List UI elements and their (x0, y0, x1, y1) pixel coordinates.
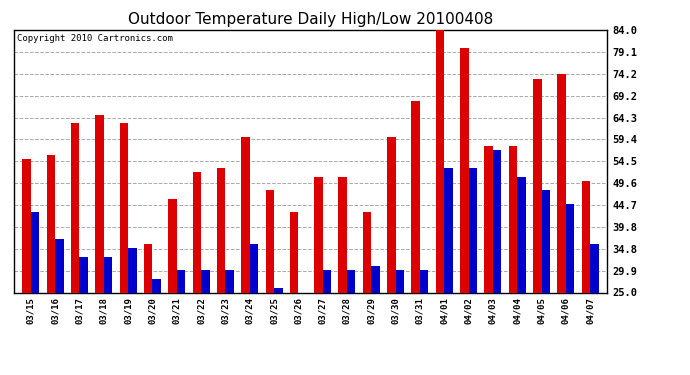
Bar (542, 190, 550, 292)
Bar (47, 154, 55, 292)
Bar (509, 146, 518, 292)
Bar (226, 270, 234, 292)
Bar (566, 204, 574, 292)
Bar (558, 75, 566, 292)
Text: Copyright 2010 Cartronics.com: Copyright 2010 Cartronics.com (17, 34, 172, 43)
Bar (31, 212, 39, 292)
Bar (241, 137, 250, 292)
Bar (119, 123, 128, 292)
Bar (152, 279, 161, 292)
Bar (371, 266, 380, 292)
Bar (484, 146, 493, 292)
Bar (493, 150, 502, 292)
Bar (436, 30, 444, 292)
Bar (274, 288, 282, 292)
Bar (387, 137, 395, 292)
Bar (518, 177, 526, 292)
Bar (79, 257, 88, 292)
Bar (347, 270, 355, 292)
Bar (250, 243, 258, 292)
Bar (128, 248, 137, 292)
Bar (290, 212, 298, 292)
Bar (193, 172, 201, 292)
Bar (266, 190, 274, 292)
Bar (168, 199, 177, 292)
Bar (395, 270, 404, 292)
Bar (22, 159, 31, 292)
Bar (314, 177, 323, 292)
Bar (144, 243, 152, 292)
Bar (71, 123, 79, 292)
Bar (363, 212, 371, 292)
Bar (217, 168, 226, 292)
Bar (201, 270, 210, 292)
Bar (460, 48, 469, 292)
Bar (420, 270, 428, 292)
Bar (323, 270, 331, 292)
Bar (104, 257, 112, 292)
Bar (444, 168, 453, 292)
Bar (55, 239, 63, 292)
Bar (590, 243, 599, 292)
Bar (411, 101, 420, 292)
Title: Outdoor Temperature Daily High/Low 20100408: Outdoor Temperature Daily High/Low 20100… (128, 12, 493, 27)
Bar (339, 177, 347, 292)
Bar (582, 181, 590, 292)
Bar (177, 270, 185, 292)
Bar (469, 168, 477, 292)
Bar (533, 79, 542, 292)
Bar (95, 114, 104, 292)
